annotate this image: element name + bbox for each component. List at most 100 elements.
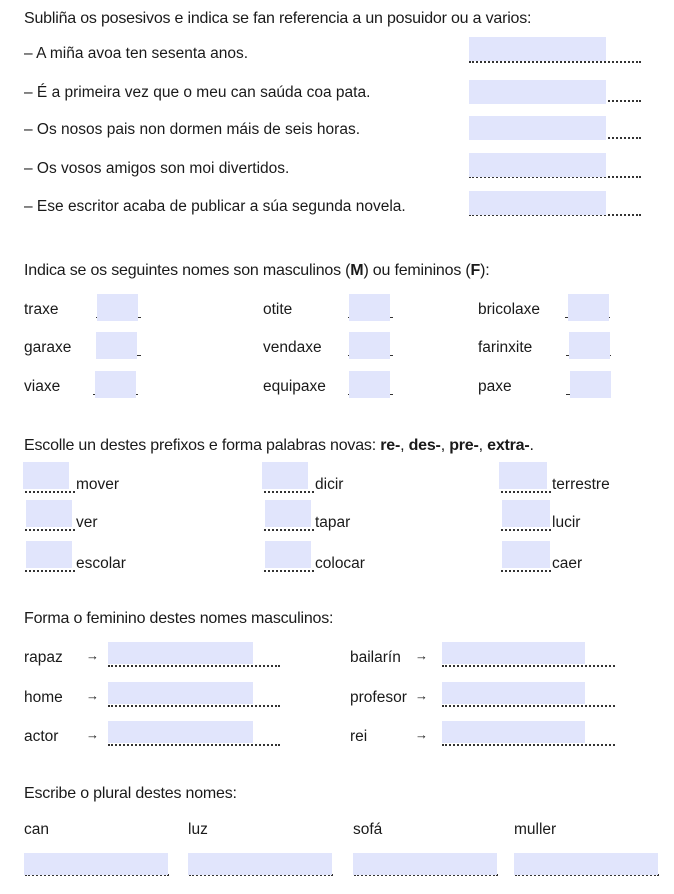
- word-stem: tapar: [315, 514, 351, 531]
- plural-field[interactable]: [188, 853, 332, 875]
- plural-field[interactable]: [353, 853, 497, 875]
- prefix-label: re-: [380, 437, 401, 454]
- feminine-field[interactable]: [108, 721, 253, 743]
- sentence-text: – Ese escritor acaba de publicar a súa s…: [24, 198, 406, 215]
- arrow-icon: →: [415, 688, 428, 703]
- separator: ,: [400, 437, 409, 454]
- noun-label: otite: [263, 301, 293, 318]
- answer-field[interactable]: [469, 116, 606, 140]
- noun-label: viaxe: [24, 378, 61, 395]
- section5-heading: Escribe o plural destes nomes:: [24, 785, 237, 802]
- dotted-answer-line: [264, 529, 314, 531]
- gender-field[interactable]: [97, 294, 138, 321]
- word-stem: caer: [552, 555, 583, 572]
- bold-letter: F: [470, 262, 481, 279]
- dotted-answer-line: [442, 705, 615, 707]
- gender-field[interactable]: [349, 294, 390, 321]
- masculine-noun: bailarín: [350, 649, 401, 666]
- prefix-field[interactable]: [502, 500, 550, 527]
- answer-field[interactable]: [469, 153, 606, 177]
- dotted-answer-line: [442, 665, 615, 667]
- plural-field[interactable]: [514, 853, 658, 875]
- dotted-answer-line: [515, 874, 659, 876]
- plural-field[interactable]: [24, 853, 168, 875]
- dotted-answer-line: [108, 705, 280, 707]
- dotted-answer-line: [108, 744, 280, 746]
- gender-field[interactable]: [569, 332, 610, 359]
- gender-field[interactable]: [568, 294, 609, 321]
- answer-field[interactable]: [469, 80, 606, 104]
- dotted-answer-line: [501, 570, 551, 572]
- noun-label: equipaxe: [263, 378, 326, 395]
- word-stem: mover: [76, 476, 120, 493]
- arrow-icon: →: [415, 727, 428, 742]
- separator: ,: [440, 437, 450, 454]
- dotted-answer-line: [189, 874, 333, 876]
- dotted-answer-line: [264, 491, 314, 493]
- noun-label: farinxite: [478, 339, 533, 356]
- heading-text: ):: [480, 262, 490, 279]
- prefix-field[interactable]: [502, 541, 550, 568]
- feminine-field[interactable]: [442, 721, 585, 743]
- arrow-icon: →: [86, 727, 99, 742]
- prefix-label: pre-: [449, 437, 479, 454]
- dotted-answer-line: [25, 874, 169, 876]
- singular-noun: can: [24, 821, 49, 838]
- dotted-answer-line: [25, 570, 75, 572]
- word-stem: colocar: [315, 555, 365, 572]
- dotted-answer-line: [469, 176, 641, 178]
- dotted-answer-line: [501, 491, 551, 493]
- noun-label: vendaxe: [263, 339, 322, 356]
- sentence-text: – É a primeira vez que o meu can saúda c…: [24, 84, 371, 101]
- dotted-answer-line: [264, 570, 314, 572]
- prefix-field[interactable]: [262, 462, 308, 489]
- gender-field[interactable]: [349, 371, 390, 398]
- separator: .: [529, 437, 534, 454]
- gender-field[interactable]: [570, 371, 611, 398]
- word-stem: dicir: [315, 476, 344, 493]
- word-stem: lucir: [552, 514, 581, 531]
- word-stem: ver: [76, 514, 98, 531]
- feminine-field[interactable]: [442, 642, 585, 664]
- dotted-answer-line: [25, 529, 75, 531]
- noun-label: bricolaxe: [478, 301, 541, 318]
- prefix-field[interactable]: [265, 500, 311, 527]
- dotted-answer-line: [469, 61, 641, 63]
- gender-field[interactable]: [96, 332, 137, 359]
- arrow-icon: →: [415, 648, 428, 663]
- bold-letter: M: [350, 262, 364, 279]
- noun-label: garaxe: [24, 339, 72, 356]
- answer-field[interactable]: [469, 191, 606, 215]
- prefix-field[interactable]: [499, 462, 547, 489]
- dotted-answer-line: [442, 744, 615, 746]
- section4-heading: Forma o feminino destes nomes masculinos…: [24, 610, 334, 627]
- masculine-noun: profesor: [350, 689, 407, 706]
- feminine-field[interactable]: [108, 642, 253, 664]
- dotted-answer-line: [25, 491, 75, 493]
- sentence-text: – A miña avoa ten sesenta anos.: [24, 45, 249, 62]
- prefix-label: des-: [408, 437, 441, 454]
- prefix-label: extra-: [487, 437, 530, 454]
- noun-label: traxe: [24, 301, 59, 318]
- prefix-field[interactable]: [23, 462, 69, 489]
- prefix-field[interactable]: [265, 541, 311, 568]
- feminine-field[interactable]: [442, 682, 585, 704]
- dotted-answer-line: [354, 874, 498, 876]
- heading-text: Escolle un destes prefixos e forma palab…: [24, 437, 381, 454]
- gender-field[interactable]: [349, 332, 390, 359]
- gender-field[interactable]: [95, 371, 136, 398]
- sentence-text: – Os nosos pais non dormen máis de seis …: [24, 121, 361, 138]
- prefix-field[interactable]: [26, 500, 72, 527]
- noun-label: paxe: [478, 378, 512, 395]
- dotted-answer-line: [469, 214, 641, 216]
- dotted-answer-line: [108, 665, 280, 667]
- heading-text: ) ou femininos (: [363, 262, 471, 279]
- section3-heading: Escolle un destes prefixos e forma palab…: [24, 437, 534, 455]
- sentence-text: – Os vosos amigos son moi divertidos.: [24, 160, 290, 177]
- prefix-field[interactable]: [26, 541, 72, 568]
- answer-field[interactable]: [469, 37, 606, 61]
- masculine-noun: actor: [24, 728, 59, 745]
- heading-text: Indica se os seguintes nomes son masculi…: [24, 262, 351, 279]
- feminine-field[interactable]: [108, 682, 253, 704]
- arrow-icon: →: [86, 648, 99, 663]
